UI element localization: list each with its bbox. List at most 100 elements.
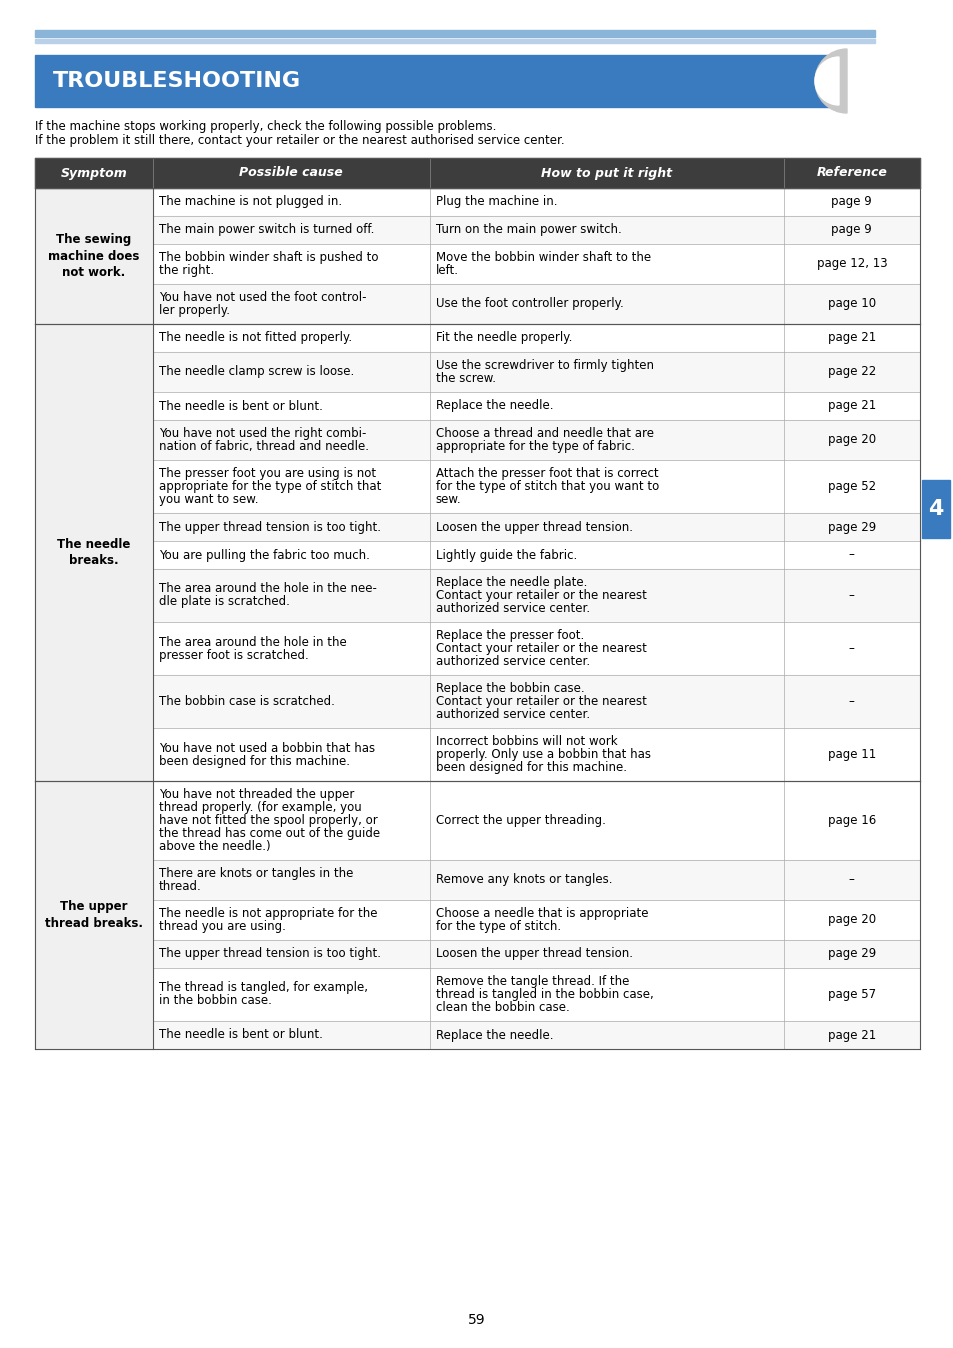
- Text: The area around the hole in the nee-: The area around the hole in the nee-: [158, 582, 376, 596]
- Text: authorized service center.: authorized service center.: [436, 655, 589, 669]
- Text: page 9: page 9: [831, 224, 871, 236]
- Bar: [152, 728, 429, 780]
- Text: properly. Only use a bobbin that has: properly. Only use a bobbin that has: [436, 748, 650, 762]
- Bar: [782, 460, 919, 514]
- Text: If the machine stops working properly, check the following possible problems.: If the machine stops working properly, c…: [35, 120, 496, 133]
- Bar: [782, 621, 919, 675]
- Text: Remove any knots or tangles.: Remove any knots or tangles.: [436, 874, 612, 887]
- Text: for the type of stitch that you want to: for the type of stitch that you want to: [436, 480, 659, 493]
- Text: The needle is bent or blunt.: The needle is bent or blunt.: [158, 1029, 322, 1042]
- Text: The sewing
machine does
not work.: The sewing machine does not work.: [48, 232, 139, 279]
- Text: Possible cause: Possible cause: [239, 167, 343, 179]
- Text: page 11: page 11: [827, 748, 875, 762]
- Text: Use the foot controller properly.: Use the foot controller properly.: [436, 298, 623, 310]
- Text: page 10: page 10: [827, 298, 875, 310]
- Text: for the type of stitch.: for the type of stitch.: [436, 919, 560, 933]
- Bar: [429, 940, 782, 968]
- Bar: [35, 30, 874, 36]
- Bar: [152, 284, 429, 324]
- Text: You have not used a bobbin that has: You have not used a bobbin that has: [158, 741, 375, 755]
- Bar: [152, 780, 429, 860]
- Bar: [782, 421, 919, 460]
- Text: The upper
thread breaks.: The upper thread breaks.: [45, 900, 143, 930]
- Text: You have not used the right combi-: You have not used the right combi-: [158, 427, 366, 439]
- Text: Replace the bobbin case.: Replace the bobbin case.: [436, 682, 584, 696]
- Text: been designed for this machine.: been designed for this machine.: [158, 755, 350, 767]
- Text: Contact your retailer or the nearest: Contact your retailer or the nearest: [436, 696, 646, 708]
- Text: page 29: page 29: [827, 948, 875, 961]
- Bar: [152, 860, 429, 900]
- Bar: [152, 675, 429, 728]
- Text: TROUBLESHOOTING: TROUBLESHOOTING: [53, 71, 301, 92]
- Text: –: –: [848, 874, 854, 887]
- Text: The upper thread tension is too tight.: The upper thread tension is too tight.: [158, 948, 380, 961]
- Text: page 29: page 29: [827, 520, 875, 534]
- Text: Loosen the upper thread tension.: Loosen the upper thread tension.: [436, 520, 632, 534]
- Text: page 20: page 20: [827, 914, 875, 926]
- Bar: [152, 460, 429, 514]
- Bar: [152, 244, 429, 284]
- Text: –: –: [848, 589, 854, 603]
- Bar: [35, 158, 919, 187]
- Text: The bobbin winder shaft is pushed to: The bobbin winder shaft is pushed to: [158, 251, 377, 264]
- Bar: [429, 900, 782, 940]
- Bar: [782, 216, 919, 244]
- Bar: [782, 728, 919, 780]
- Bar: [429, 514, 782, 541]
- Text: –: –: [848, 642, 854, 655]
- Bar: [782, 569, 919, 621]
- Bar: [35, 187, 152, 324]
- Text: The area around the hole in the: The area around the hole in the: [158, 635, 346, 648]
- Text: Move the bobbin winder shaft to the: Move the bobbin winder shaft to the: [436, 251, 650, 264]
- Text: Turn on the main power switch.: Turn on the main power switch.: [436, 224, 620, 236]
- Text: been designed for this machine.: been designed for this machine.: [436, 762, 626, 774]
- Bar: [35, 55, 844, 106]
- Text: There are knots or tangles in the: There are knots or tangles in the: [158, 867, 353, 880]
- Text: sew.: sew.: [436, 493, 461, 506]
- Text: nation of fabric, thread and needle.: nation of fabric, thread and needle.: [158, 439, 368, 453]
- Text: The bobbin case is scratched.: The bobbin case is scratched.: [158, 696, 335, 708]
- Bar: [152, 900, 429, 940]
- Text: Replace the needle plate.: Replace the needle plate.: [436, 576, 586, 589]
- Bar: [429, 352, 782, 392]
- Text: The main power switch is turned off.: The main power switch is turned off.: [158, 224, 374, 236]
- Text: The upper thread tension is too tight.: The upper thread tension is too tight.: [158, 520, 380, 534]
- Bar: [35, 324, 152, 780]
- Text: The presser foot you are using is not: The presser foot you are using is not: [158, 466, 375, 480]
- Text: Replace the needle.: Replace the needle.: [436, 1029, 553, 1042]
- Bar: [429, 675, 782, 728]
- Text: presser foot is scratched.: presser foot is scratched.: [158, 648, 308, 662]
- Text: –: –: [848, 696, 854, 708]
- Text: Lightly guide the fabric.: Lightly guide the fabric.: [436, 549, 577, 562]
- Text: The machine is not plugged in.: The machine is not plugged in.: [158, 195, 341, 209]
- Text: the right.: the right.: [158, 264, 213, 276]
- Bar: [782, 860, 919, 900]
- Text: The needle is not fitted properly.: The needle is not fitted properly.: [158, 332, 352, 345]
- Text: Remove the tangle thread. If the: Remove the tangle thread. If the: [436, 975, 628, 988]
- Text: Incorrect bobbins will not work: Incorrect bobbins will not work: [436, 735, 617, 748]
- Bar: [429, 216, 782, 244]
- Text: you want to sew.: you want to sew.: [158, 493, 258, 506]
- Text: authorized service center.: authorized service center.: [436, 708, 589, 721]
- Text: Use the screwdriver to firmly tighten: Use the screwdriver to firmly tighten: [436, 359, 653, 372]
- Text: Replace the needle.: Replace the needle.: [436, 399, 553, 412]
- Text: appropriate for the type of stitch that: appropriate for the type of stitch that: [158, 480, 380, 493]
- Text: Plug the machine in.: Plug the machine in.: [436, 195, 557, 209]
- Text: You are pulling the fabric too much.: You are pulling the fabric too much.: [158, 549, 369, 562]
- Bar: [782, 940, 919, 968]
- Text: clean the bobbin case.: clean the bobbin case.: [436, 1002, 569, 1014]
- Text: page 52: page 52: [827, 480, 875, 493]
- Text: The needle
breaks.: The needle breaks.: [57, 538, 131, 568]
- Text: 59: 59: [468, 1313, 485, 1326]
- Bar: [429, 392, 782, 421]
- Text: page 16: page 16: [827, 814, 875, 828]
- Text: dle plate is scratched.: dle plate is scratched.: [158, 596, 290, 608]
- Text: How to put it right: How to put it right: [540, 167, 672, 179]
- Bar: [429, 244, 782, 284]
- Text: thread properly. (for example, you: thread properly. (for example, you: [158, 801, 361, 814]
- Bar: [152, 968, 429, 1020]
- Bar: [429, 187, 782, 216]
- Text: The needle is bent or blunt.: The needle is bent or blunt.: [158, 399, 322, 412]
- Text: The needle clamp screw is loose.: The needle clamp screw is loose.: [158, 365, 354, 379]
- Text: authorized service center.: authorized service center.: [436, 603, 589, 615]
